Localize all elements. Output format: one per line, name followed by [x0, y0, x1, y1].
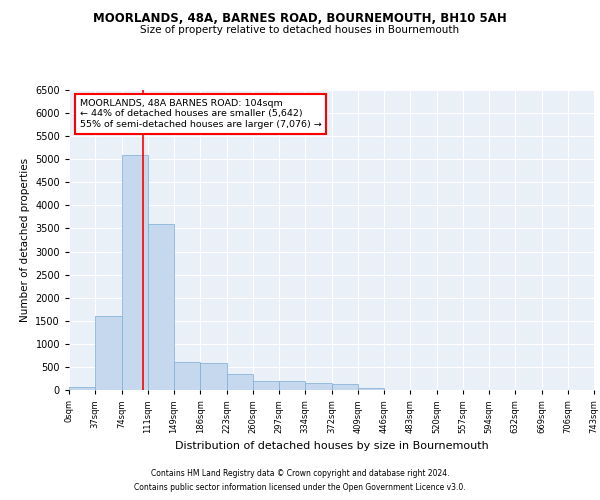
Bar	[121, 154, 148, 390]
Text: MOORLANDS, 48A, BARNES ROAD, BOURNEMOUTH, BH10 5AH: MOORLANDS, 48A, BARNES ROAD, BOURNEMOUTH…	[93, 12, 507, 26]
Bar	[148, 224, 174, 390]
Bar	[95, 316, 121, 390]
Bar	[200, 363, 227, 390]
X-axis label: Distribution of detached houses by size in Bournemouth: Distribution of detached houses by size …	[175, 441, 488, 451]
Bar	[174, 362, 200, 390]
Bar	[253, 381, 279, 390]
Bar	[331, 384, 358, 390]
Text: Size of property relative to detached houses in Bournemouth: Size of property relative to detached ho…	[140, 25, 460, 35]
Bar	[305, 383, 331, 390]
Bar	[69, 387, 95, 390]
Bar	[227, 374, 253, 390]
Text: Contains HM Land Registry data © Crown copyright and database right 2024.: Contains HM Land Registry data © Crown c…	[151, 468, 449, 477]
Bar	[358, 388, 384, 390]
Bar	[279, 381, 305, 390]
Y-axis label: Number of detached properties: Number of detached properties	[20, 158, 29, 322]
Text: Contains public sector information licensed under the Open Government Licence v3: Contains public sector information licen…	[134, 484, 466, 492]
Text: MOORLANDS, 48A BARNES ROAD: 104sqm
← 44% of detached houses are smaller (5,642)
: MOORLANDS, 48A BARNES ROAD: 104sqm ← 44%…	[79, 99, 321, 129]
